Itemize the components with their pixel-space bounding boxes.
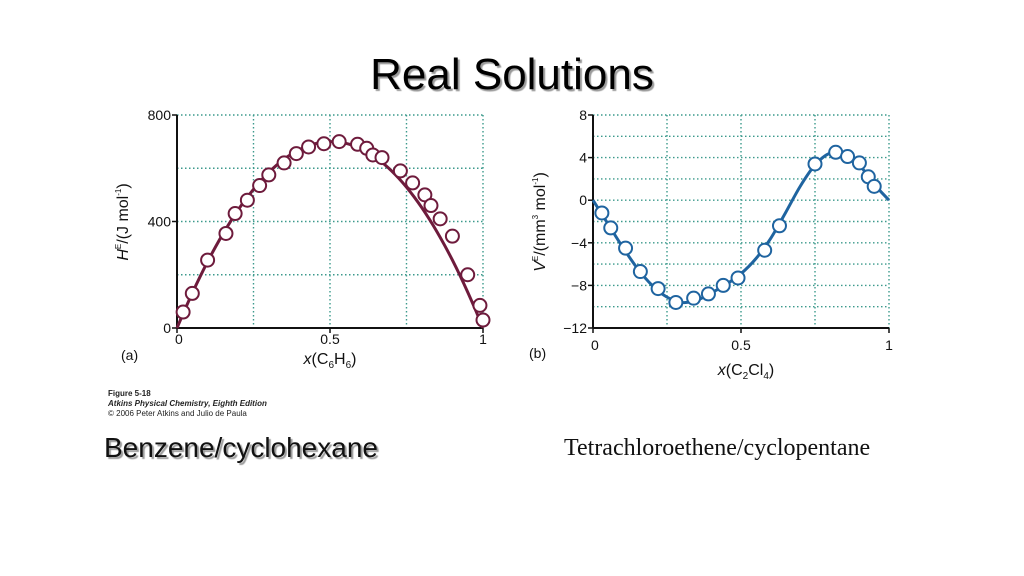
- data-point: [686, 290, 702, 306]
- data-point: [632, 264, 648, 280]
- data-point: [316, 136, 332, 152]
- y-tick-label: 8: [579, 107, 587, 123]
- y-tick-label: 4: [579, 150, 587, 166]
- chart-a-ylabel: HE/(J mol-1): [114, 183, 132, 260]
- data-point: [668, 294, 684, 310]
- data-point: [730, 270, 746, 286]
- data-point: [392, 163, 408, 179]
- data-point: [840, 149, 856, 165]
- caption-benzene-cyclohexane: Benzene/cyclohexane: [104, 432, 378, 463]
- chart-a-panel-label: (a): [121, 347, 138, 363]
- chart-b-plot: −12 −8 −4 0 4 8 0 0.5 1: [563, 107, 893, 353]
- data-point: [618, 240, 634, 256]
- data-point: [405, 175, 421, 191]
- chart-b-ylabel: VE/(mm3 mol-1): [531, 172, 549, 272]
- data-point: [700, 286, 716, 302]
- data-point: [374, 150, 390, 166]
- x-tick-label: 0.5: [320, 331, 340, 347]
- x-tick-label: 0: [175, 331, 183, 347]
- data-point: [851, 155, 867, 171]
- data-point: [475, 312, 491, 328]
- data-point: [603, 220, 619, 236]
- data-point: [288, 146, 304, 162]
- y-tick-label: 800: [148, 107, 172, 123]
- data-point: [301, 139, 317, 155]
- credit-copyright: © 2006 Peter Atkins and Julio de Paula: [108, 409, 247, 418]
- data-point: [252, 178, 268, 194]
- data-point: [218, 225, 234, 241]
- data-point: [175, 304, 191, 320]
- data-point: [771, 218, 787, 234]
- data-point: [715, 277, 731, 293]
- y-tick-label: 0: [579, 192, 587, 208]
- data-point: [472, 297, 488, 313]
- data-point: [866, 178, 882, 194]
- data-point: [444, 228, 460, 244]
- data-point: [184, 285, 200, 301]
- y-tick-label: −8: [571, 277, 587, 293]
- x-tick-label: 0: [591, 337, 599, 353]
- data-point: [423, 198, 439, 214]
- credit-book-title: Atkins Physical Chemistry, Eighth Editio…: [108, 399, 267, 408]
- data-point: [276, 155, 292, 171]
- caption-tetrachloroethene-cyclopentane: Tetrachloroethene/cyclopentane: [564, 435, 871, 461]
- data-point: [331, 134, 347, 150]
- chart-a-plot: 0 400 800 0 0.5 1: [148, 107, 491, 347]
- x-tick-label: 1: [885, 337, 893, 353]
- chart-b-panel-label: (b): [529, 345, 546, 361]
- y-tick-label: −4: [571, 235, 587, 251]
- x-tick-label: 0.5: [731, 337, 751, 353]
- x-tick-label: 1: [479, 331, 487, 347]
- chart-b-xlabel: x(C2Cl4): [717, 362, 774, 382]
- y-tick-label: 400: [148, 214, 172, 230]
- y-tick-label: 0: [163, 320, 171, 336]
- data-point: [227, 206, 243, 222]
- data-point: [594, 205, 610, 221]
- data-point: [460, 267, 476, 283]
- chart-a-xlabel: x(C6H6): [303, 351, 357, 371]
- y-tick-label: −12: [563, 320, 587, 336]
- data-point: [650, 281, 666, 297]
- data-point: [807, 156, 823, 172]
- data-point: [239, 192, 255, 208]
- credit-figure-number: Figure 5-18: [108, 389, 151, 398]
- data-point: [261, 167, 277, 183]
- data-point: [432, 211, 448, 227]
- slide-title: Real Solutions: [370, 50, 654, 99]
- data-point: [200, 252, 216, 268]
- data-point: [757, 242, 773, 258]
- figure-credit: Figure 5-18 Atkins Physical Chemistry, E…: [108, 389, 267, 419]
